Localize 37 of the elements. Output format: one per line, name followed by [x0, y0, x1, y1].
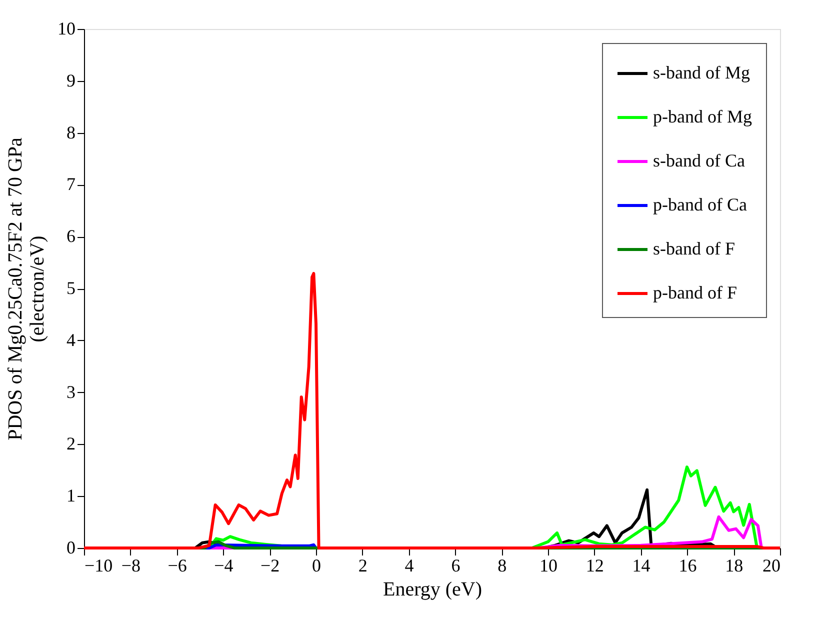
- y-tick-label: 1: [66, 486, 76, 506]
- x-tick-label: 10: [540, 556, 558, 576]
- y-tick-label: 0: [66, 538, 76, 558]
- x-tick-label: −4: [214, 556, 234, 576]
- legend-label: p-band of F: [653, 282, 737, 302]
- x-tick-label: 18: [725, 556, 744, 576]
- x-axis-title: Energy (eV): [382, 578, 482, 600]
- text: (electron/eV): [26, 236, 48, 342]
- y-tick-label: 10: [58, 18, 76, 38]
- x-tick-label: −10: [84, 556, 113, 576]
- y-tick-label: 7: [66, 174, 76, 194]
- y-tick-label: 6: [66, 226, 76, 246]
- x-tick-label: −2: [260, 556, 280, 576]
- y-tick-label: 9: [66, 70, 76, 90]
- text: PDOS of Mg0.25Ca0.75F2 at 70 GPa: [4, 138, 26, 440]
- x-tick-label: −6: [168, 556, 187, 576]
- x-tick-label: −8: [121, 556, 140, 576]
- line-series: [82, 272, 782, 550]
- x-tick-label: 8: [498, 556, 507, 576]
- x-tick-label: 6: [451, 556, 460, 576]
- x-tick-label: 12: [586, 556, 604, 576]
- y-tick-label: 4: [66, 330, 76, 350]
- x-tick-label: 2: [358, 556, 368, 576]
- x-tick-label: 14: [632, 556, 650, 576]
- legend-label: s-band of Ca: [653, 150, 745, 170]
- y-tick-label: 5: [66, 278, 76, 298]
- legend-label: s-band of Mg: [653, 62, 750, 82]
- legend-label: p-band of Mg: [653, 106, 752, 126]
- y-tick-label: 3: [66, 382, 76, 402]
- x-tick-label: 4: [404, 556, 414, 576]
- y-tick-label: 8: [66, 122, 76, 142]
- legend-label: p-band of Ca: [653, 194, 747, 214]
- y-tick-label: 2: [66, 434, 76, 454]
- x-tick-label: 16: [678, 556, 697, 576]
- x-tick-label: 20: [762, 556, 780, 576]
- legend-label: s-band of F: [653, 238, 735, 258]
- x-tick-label: 0: [312, 556, 321, 576]
